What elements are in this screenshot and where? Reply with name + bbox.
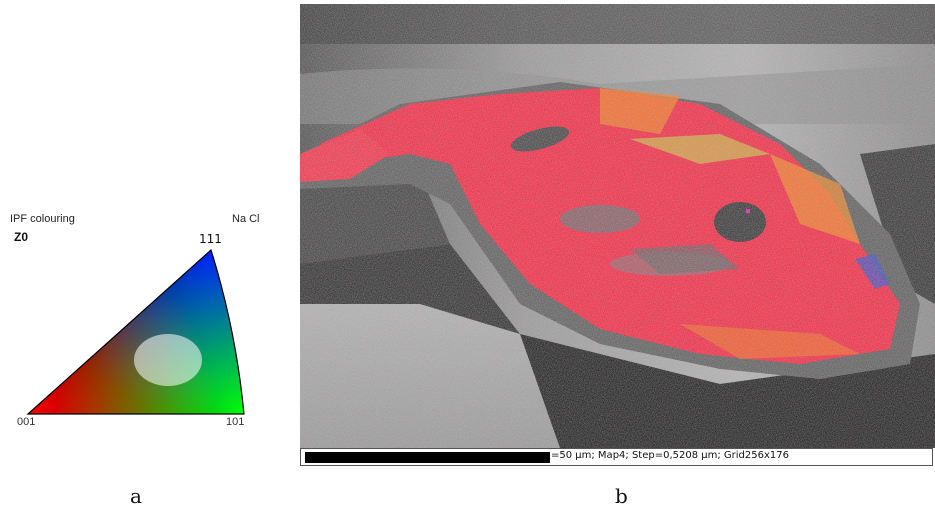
ipf-color-field bbox=[28, 250, 244, 414]
ebsd-map bbox=[300, 4, 935, 448]
map-info-bar: =50 µm; Map4; Step=0,5208 µm; Grid256x17… bbox=[300, 448, 933, 466]
scale-bar bbox=[305, 452, 550, 463]
ebsd-map-image bbox=[300, 4, 935, 448]
scale-info-text: =50 µm; Map4; Step=0,5208 µm; Grid256x17… bbox=[551, 450, 789, 461]
ipf-triangle bbox=[26, 248, 245, 415]
ipf-phase-label: Na Cl bbox=[232, 213, 260, 225]
caption-a: a bbox=[130, 484, 142, 508]
ipf-axis-label: Z0 bbox=[14, 230, 29, 244]
ipf-corner-001: 001 bbox=[17, 416, 36, 428]
ipf-title: IPF colouring bbox=[10, 213, 75, 225]
ipf-corner-111: 111 bbox=[199, 232, 222, 246]
ipf-triangle-outline bbox=[26, 248, 245, 415]
caption-b: b bbox=[615, 484, 628, 508]
ipf-corner-101: 101 bbox=[226, 416, 245, 428]
